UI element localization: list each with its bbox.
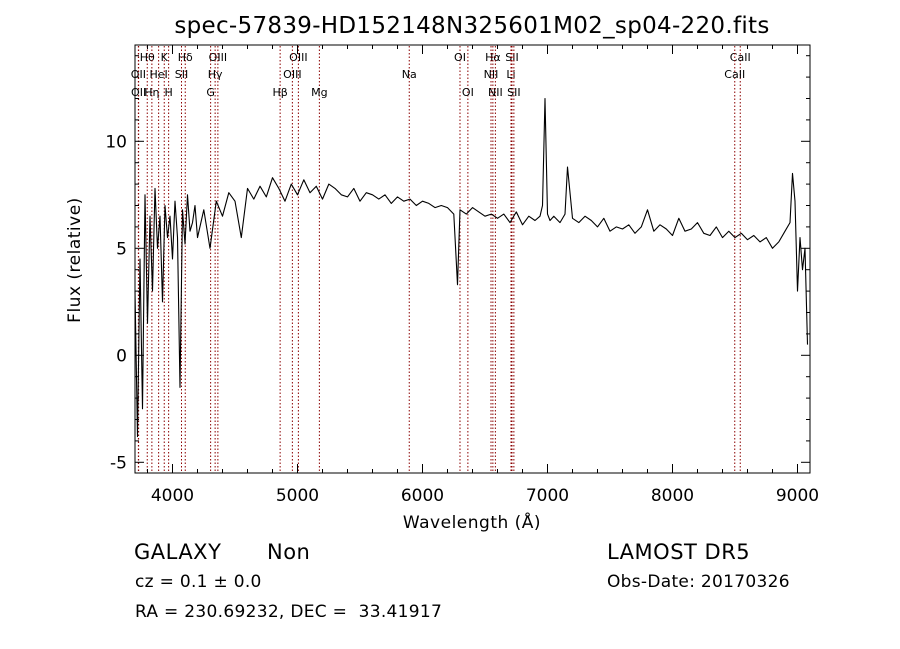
spectral-line-label: SII <box>175 68 188 81</box>
x-tick-label: 7000 <box>526 486 569 506</box>
spectral-line-label: Mg <box>311 86 327 99</box>
spectral-line-label: Hβ <box>272 86 287 99</box>
x-tick-label: 4000 <box>151 486 194 506</box>
spectral-line-label: OIII <box>209 51 227 64</box>
spectral-line-label: Hθ <box>140 51 155 64</box>
axes: 4000 5000 6000 7000 8000 9000 -5 0 5 10 <box>105 45 819 506</box>
y-axis-label: Flux (relative) <box>65 197 85 323</box>
spectral-line-label: NII <box>488 86 503 99</box>
x-tick-label: 5000 <box>276 486 319 506</box>
spectral-line-label: SII <box>507 86 520 99</box>
obs-date: Obs-Date: 20170326 <box>607 572 790 592</box>
survey-name: LAMOST DR5 <box>607 540 751 564</box>
spectral-line-label: Na <box>402 68 417 81</box>
spectral-line-label: CaII <box>724 68 745 81</box>
spectral-line-label: Li <box>506 68 515 81</box>
spectral-line-label: OIII <box>289 51 307 64</box>
spectral-line-label: Hη <box>144 86 159 99</box>
spectral-line-label: HeI <box>149 68 167 81</box>
spectrum-line <box>134 97 809 438</box>
spectral-line-label: OI <box>462 86 474 99</box>
y-tick-label: 10 <box>105 132 127 152</box>
spectral-line-label: NII <box>484 68 499 81</box>
x-tick-label: 6000 <box>401 486 444 506</box>
spectral-line-label: SII <box>505 51 518 64</box>
spectral-line-label: K <box>161 51 169 64</box>
spectral-line-label: H <box>164 86 172 99</box>
spectral-line-label: Hγ <box>208 68 223 81</box>
spectral-line-label: CaII <box>730 51 751 64</box>
cz-value: cz = 0.1 ± 0.0 <box>135 572 262 592</box>
y-tick-label: 5 <box>116 239 127 259</box>
y-tick-label: 0 <box>116 346 127 366</box>
spectral-line-label: OI <box>454 51 466 64</box>
spectral-line-label: OII <box>131 86 146 99</box>
x-tick-label: 9000 <box>776 486 819 506</box>
ra-dec-coords: RA = 230.69232, DEC = 33.41917 <box>135 602 443 622</box>
object-class: GALAXY <box>134 540 222 564</box>
spectral-line-label: Hα <box>485 51 501 64</box>
plot-frame <box>134 44 811 474</box>
spectral-line-label: Hδ <box>178 51 193 64</box>
x-tick-label: 8000 <box>651 486 694 506</box>
x-axis-label: Wavelength (Å) <box>403 511 541 533</box>
spectral-line-label: G <box>206 86 215 99</box>
chart-title: spec-57839-HD152148N325601M02_sp04-220.f… <box>174 13 769 39</box>
y-tick-label: -5 <box>110 453 127 473</box>
spectrum-series <box>134 97 809 438</box>
object-subclass: Non <box>267 540 311 564</box>
spectral-line-label: OIII <box>283 68 301 81</box>
